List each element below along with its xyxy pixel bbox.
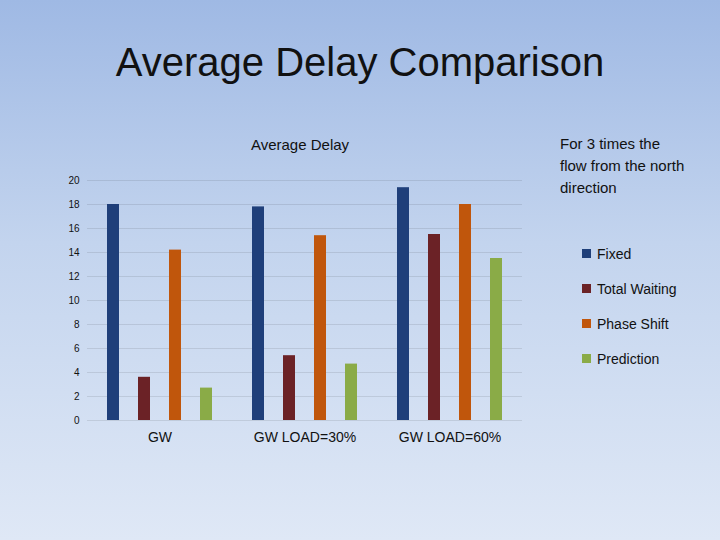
- svg-text:6: 6: [74, 343, 80, 354]
- svg-text:16: 16: [68, 223, 80, 234]
- html-text:Average Delay: Average Delay: [250, 136, 350, 153]
- svg-text:GW: GW: [148, 429, 173, 445]
- svg-text:10: 10: [68, 295, 80, 306]
- svg-text:14: 14: [68, 247, 80, 258]
- html-text:Total Waiting: Total Waiting: [597, 280, 677, 297]
- html-text:Fixed: Fixed: [597, 245, 632, 262]
- html-text:For 3 times the flow from the: For 3 times the flow from the north dire…: [560, 135, 685, 196]
- svg-text:2: 2: [74, 391, 80, 402]
- html-text:Prediction: Prediction: [597, 350, 660, 367]
- svg-text:GW LOAD=30%: GW LOAD=30%: [254, 429, 356, 445]
- svg-text:0: 0: [74, 415, 80, 426]
- svg-text:8: 8: [74, 319, 80, 330]
- svg-text:18: 18: [68, 199, 80, 210]
- svg-text:4: 4: [74, 367, 80, 378]
- html-text:Phase Shift: Phase Shift: [597, 315, 669, 332]
- svg-text:GW LOAD=60%: GW LOAD=60%: [399, 429, 501, 445]
- html-text:Average Delay Comparison: Average Delay Comparison: [115, 40, 605, 84]
- svg-text:20: 20: [68, 175, 80, 186]
- svg-text:12: 12: [68, 271, 80, 282]
